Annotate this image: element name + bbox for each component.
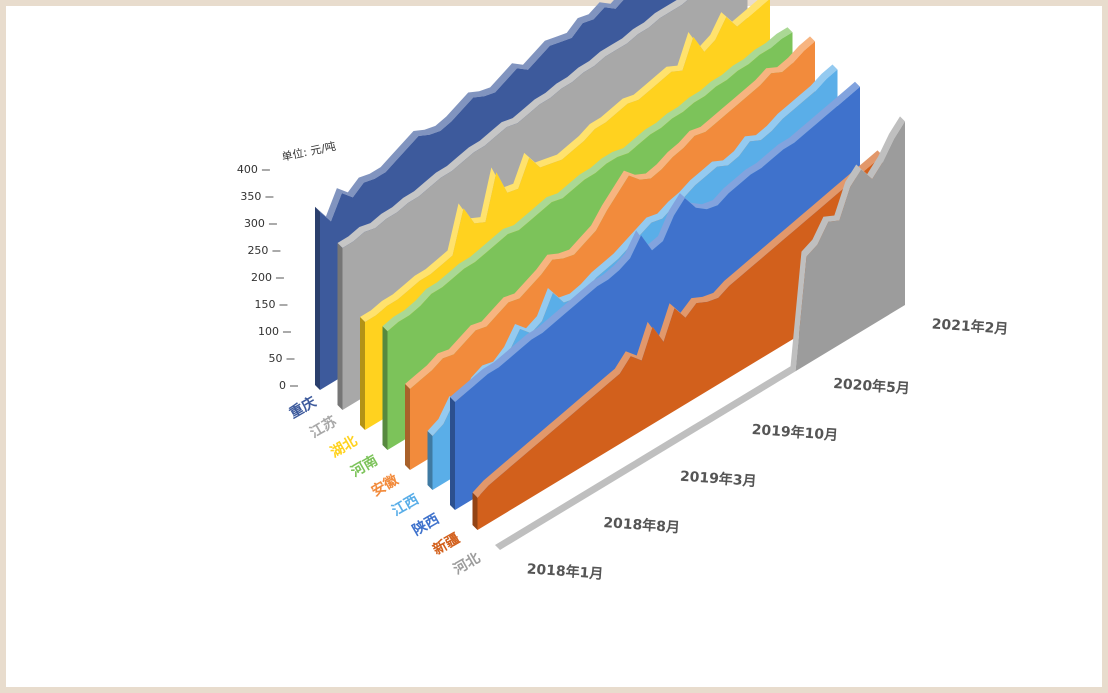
- area-side: [427, 431, 433, 490]
- y-tick-label: 0: [279, 379, 286, 392]
- area-side: [360, 317, 365, 430]
- x-tick-label: 2018年1月: [526, 560, 604, 582]
- area-side: [472, 492, 478, 530]
- y-tick-label: 350: [240, 190, 261, 203]
- y-tick-label: 300: [244, 217, 265, 230]
- area-top: [337, 0, 688, 248]
- y-tick-label: 150: [254, 298, 275, 311]
- area-side: [382, 326, 388, 450]
- y-tick-label: 400: [237, 163, 258, 176]
- area-side: [315, 206, 320, 390]
- area-top: [382, 27, 793, 332]
- area-top: [405, 36, 815, 390]
- x-tick-label: 2019年3月: [679, 468, 757, 490]
- x-tick-label: 2020年5月: [833, 375, 911, 397]
- area-top: [472, 150, 883, 498]
- area-side: [405, 384, 410, 470]
- area-side: [450, 397, 455, 510]
- area-top: [360, 0, 769, 322]
- x-tick-label: 2021年2月: [931, 315, 1009, 337]
- y-tick-label: 100: [258, 325, 279, 338]
- area: [500, 121, 905, 551]
- y-tick-label: 50: [268, 352, 282, 365]
- area: [455, 86, 860, 511]
- area-top: [427, 64, 838, 436]
- area-top: [450, 81, 860, 403]
- area-side: [337, 243, 343, 410]
- area: [477, 155, 883, 530]
- x-tick-label: 2019年10月: [751, 421, 838, 444]
- y-tick-label: 200: [251, 271, 272, 284]
- x-tick-label: 2018年8月: [603, 514, 681, 536]
- y-tick-label: 250: [247, 244, 268, 257]
